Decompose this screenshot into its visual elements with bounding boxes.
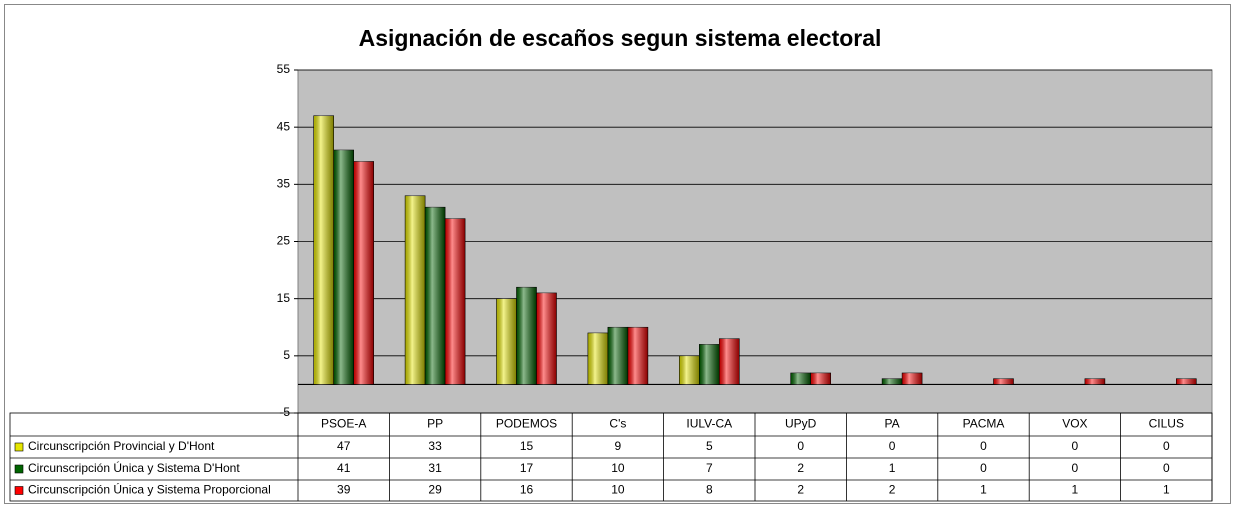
- y-tick-label: 45: [277, 119, 291, 133]
- table-value: 0: [889, 439, 896, 453]
- table-value: 0: [1072, 461, 1079, 475]
- y-tick-label: 25: [277, 234, 291, 248]
- legend-swatch: [14, 442, 24, 452]
- table-value: 10: [611, 461, 625, 475]
- table-value: 0: [797, 439, 804, 453]
- table-value: 2: [889, 483, 896, 497]
- table-value: 2: [797, 483, 804, 497]
- table-value: 9: [615, 439, 622, 453]
- x-tick-label: VOX: [1062, 417, 1087, 431]
- table-value: 39: [337, 483, 351, 497]
- bar-shade: [719, 338, 740, 385]
- x-tick-label: CILUS: [1149, 417, 1184, 431]
- table-value: 31: [428, 461, 442, 475]
- legend-swatch: [14, 486, 24, 495]
- bar-shade: [1176, 378, 1197, 385]
- bar-shade: [516, 287, 537, 385]
- table-value: 1: [889, 461, 896, 475]
- x-tick-label: C's: [609, 417, 626, 431]
- x-tick-label: PP: [427, 417, 443, 431]
- y-tick-label: 55: [277, 62, 291, 76]
- table-value: 0: [1072, 439, 1079, 453]
- x-tick-label: PACMA: [963, 417, 1005, 431]
- bar-shade: [699, 344, 720, 385]
- table-value: 47: [337, 439, 351, 453]
- legend-label: Circunscripción Única y Sistema D'Hont: [28, 460, 240, 475]
- x-tick-label: PSOE-A: [321, 417, 366, 431]
- y-tick-label: 35: [277, 177, 291, 191]
- table-value: 0: [1163, 461, 1170, 475]
- y-tick-label: -5: [279, 405, 290, 419]
- x-tick-label: UPyD: [785, 417, 817, 431]
- bar-shade: [353, 161, 374, 385]
- table-value: 1: [1072, 483, 1079, 497]
- bar-shade: [425, 207, 446, 385]
- y-tick-label: 5: [283, 348, 290, 362]
- table-value: 8: [706, 483, 713, 497]
- bar-shade: [882, 378, 903, 385]
- x-tick-label: PODEMOS: [496, 417, 557, 431]
- table-value: 7: [706, 461, 713, 475]
- table-value: 1: [980, 483, 987, 497]
- bar-shade: [496, 298, 517, 385]
- x-tick-label: IULV-CA: [686, 417, 732, 431]
- table-value: 29: [428, 483, 442, 497]
- chart-title: Asignación de escaños segun sistema elec…: [359, 25, 882, 51]
- table-value: 15: [520, 439, 534, 453]
- table-value: 33: [428, 439, 442, 453]
- legend-label: Circunscripción Provincial y D'Hont: [28, 439, 215, 453]
- bar-shade: [679, 355, 700, 385]
- table-value: 2: [797, 461, 804, 475]
- bar-shade: [536, 292, 557, 385]
- table-value: 5: [706, 439, 713, 453]
- table-value: 0: [980, 461, 987, 475]
- bar-shade: [445, 218, 466, 385]
- x-tick-label: PA: [885, 417, 900, 431]
- table-value: 1: [1163, 483, 1170, 497]
- bar-shade: [587, 332, 608, 385]
- bar-shade: [627, 327, 648, 385]
- bar-shade: [790, 372, 811, 385]
- bar-shade: [405, 195, 426, 385]
- bar-shade: [333, 150, 354, 385]
- table-value: 0: [1163, 439, 1170, 453]
- legend-swatch: [14, 464, 24, 474]
- table-value: 0: [980, 439, 987, 453]
- bar-shade: [810, 372, 831, 385]
- bar-shade: [313, 115, 334, 385]
- bar-shade: [902, 372, 923, 385]
- table-value: 16: [520, 483, 534, 497]
- bar-shade: [1084, 378, 1105, 385]
- table-value: 41: [337, 461, 351, 475]
- y-tick-label: 15: [277, 291, 291, 305]
- chart-border: [4, 4, 1231, 504]
- table-value: 10: [611, 483, 625, 497]
- table-value: 17: [520, 461, 534, 475]
- bar-shade: [607, 327, 628, 385]
- bar-shade: [993, 378, 1014, 385]
- legend-label: Circunscripción Única y Sistema Proporci…: [28, 482, 271, 497]
